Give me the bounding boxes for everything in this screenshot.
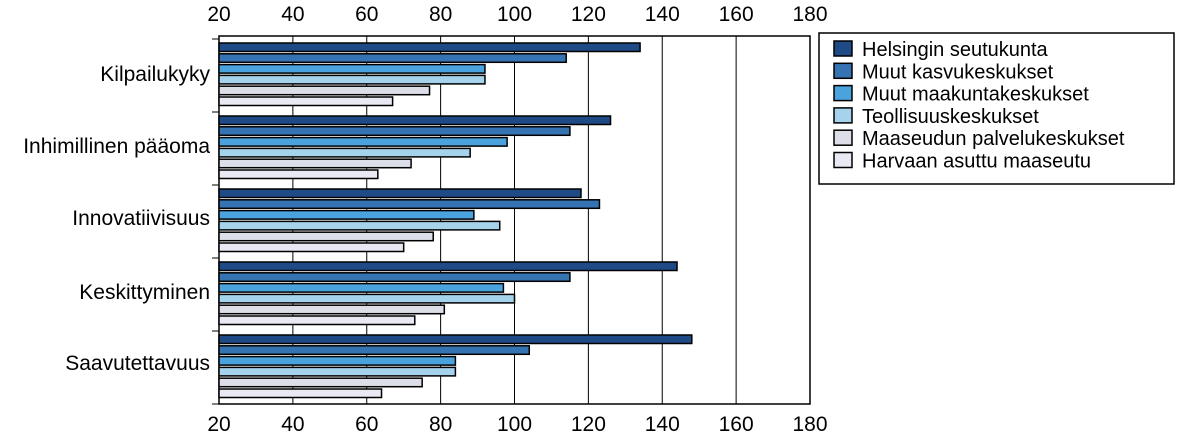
bar: [218, 377, 423, 388]
x-tick-label-bottom: 120: [571, 413, 606, 436]
bar: [218, 136, 508, 147]
bar: [218, 388, 383, 399]
x-tick-label-top: 160: [719, 3, 754, 26]
bar: [218, 345, 531, 356]
bar: [218, 158, 412, 169]
legend-box: [818, 32, 1175, 185]
legend-label: Muut maakuntakeskukset: [862, 84, 1089, 106]
category-label: Kilpailukyky: [100, 63, 210, 86]
bar: [218, 42, 641, 53]
category-label: Innovatiivisuus: [72, 207, 210, 230]
bar: [218, 282, 505, 293]
bar: [218, 199, 601, 210]
x-tick-label-bottom: 160: [719, 413, 754, 436]
bar: [218, 169, 379, 180]
x-tick-label-top: 120: [571, 3, 606, 26]
x-tick-label-bottom: 60: [355, 413, 378, 436]
legend-swatch: [833, 40, 853, 57]
bar: [218, 126, 571, 137]
legend-label: Maaseudun palvelukeskukset: [862, 128, 1125, 150]
bar: [218, 147, 471, 158]
bar: [218, 74, 486, 85]
x-tick-label-bottom: 40: [281, 413, 304, 436]
x-tick-label-bottom: 140: [645, 413, 680, 436]
legend-label: Muut kasvukeskukset: [862, 61, 1054, 83]
legend-swatch: [833, 62, 853, 80]
bar: [218, 53, 567, 64]
bar: [218, 96, 394, 107]
x-tick-label-bottom: 100: [497, 413, 532, 436]
bar: [218, 220, 501, 231]
bar: [218, 272, 571, 283]
legend-label: Helsingin seutukunta: [862, 39, 1049, 61]
bar: [218, 209, 475, 220]
x-tick-label-top: 180: [792, 3, 827, 26]
bar: [218, 334, 693, 345]
category-label: Inhimillinen pääoma: [23, 135, 210, 158]
bar: [218, 261, 678, 272]
bar: [218, 366, 457, 377]
bar: [218, 231, 434, 242]
bar: [218, 355, 457, 366]
bar: [218, 85, 431, 96]
x-tick-label-bottom: 20: [207, 413, 230, 436]
bar: [218, 115, 612, 126]
x-tick-label-top: 140: [645, 3, 680, 26]
legend-swatch: [833, 84, 853, 102]
x-tick-label-bottom: 80: [429, 413, 452, 436]
legend-swatch: [833, 151, 853, 169]
x-tick-label-bottom: 180: [792, 413, 827, 436]
x-tick-label-top: 40: [281, 3, 304, 26]
category-label: Keskittyminen: [79, 281, 210, 304]
legend-swatch: [833, 129, 853, 146]
bar: [218, 63, 486, 74]
x-tick-label-top: 20: [207, 3, 230, 26]
bar: [218, 304, 446, 315]
bar: [218, 242, 405, 253]
legend-label: Harvaan asuttu maaseutu: [862, 151, 1091, 173]
bar: [218, 315, 416, 326]
legend-swatch: [833, 107, 853, 124]
x-tick-label-top: 100: [497, 3, 532, 26]
x-tick-label-top: 80: [429, 3, 452, 26]
bar: [218, 188, 582, 199]
category-label: Saavutettavuus: [65, 352, 210, 375]
legend-label: Teollisuuskeskukset: [862, 106, 1039, 128]
x-tick-label-top: 60: [355, 3, 378, 26]
bar: [218, 293, 516, 304]
